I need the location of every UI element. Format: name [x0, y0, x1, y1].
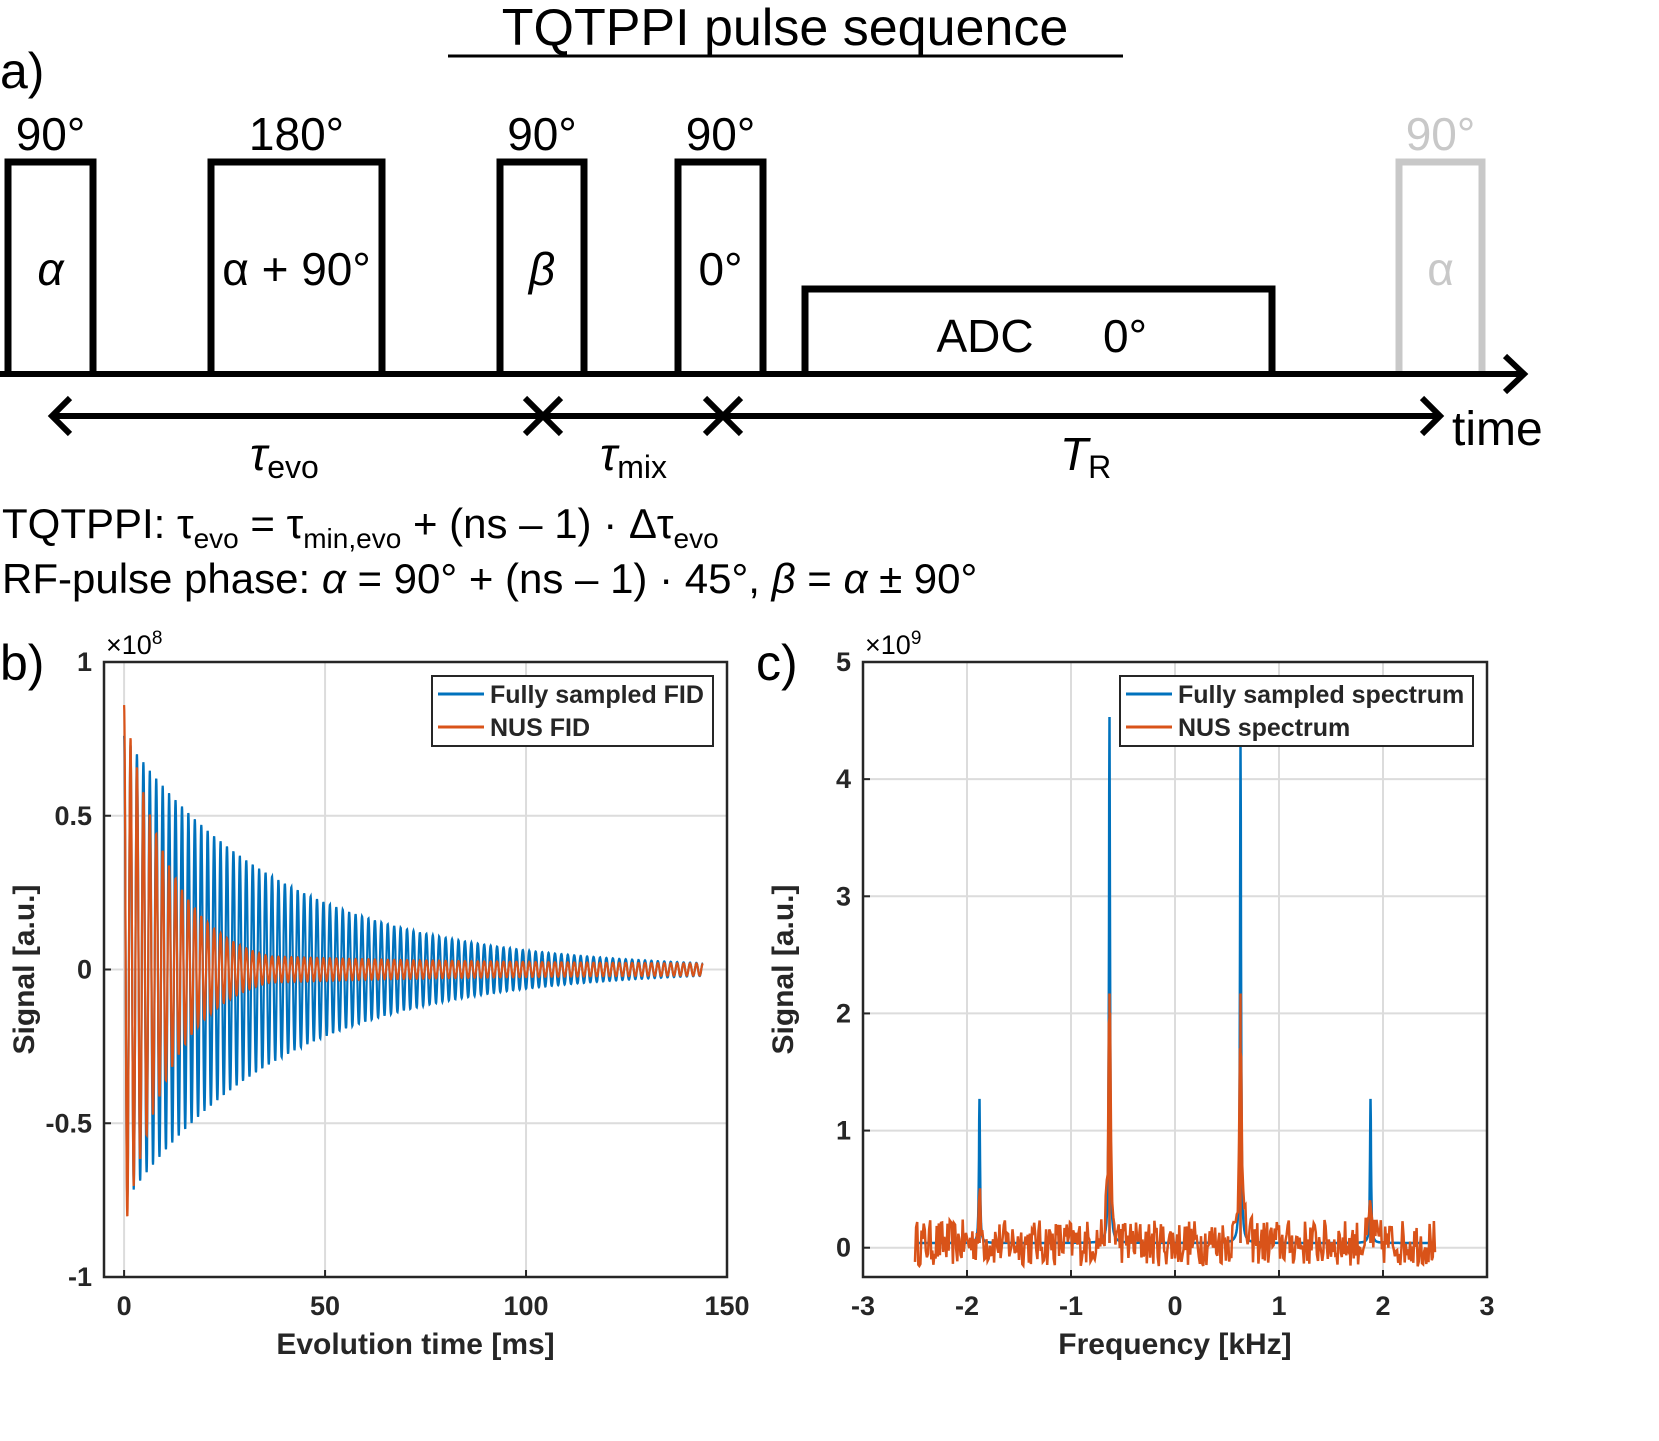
y-tick-label: 1: [77, 647, 92, 677]
exponent-power: 8: [152, 628, 163, 649]
adc-phase: 0°: [1103, 310, 1147, 362]
rf-pulse-1: [4, 158, 97, 374]
exponent-base: ×10: [865, 630, 911, 660]
rf-pulse-4: [674, 158, 767, 374]
axes-frame: [102, 660, 729, 1279]
y-tick-label: -1: [68, 1262, 92, 1292]
x-tick-label: 100: [504, 1291, 549, 1321]
x-tick-label: 3: [1479, 1291, 1494, 1321]
y-tick-label: 0.5: [54, 801, 92, 831]
axis-exponent: ×108: [106, 628, 162, 660]
y-tick-label: 5: [836, 647, 851, 677]
interval-separator-1: [522, 395, 564, 437]
interval-symbol: τ: [250, 428, 270, 480]
y-tick-label: 3: [836, 881, 851, 911]
panel-label-c: c): [756, 635, 798, 691]
y-tick-label: 0: [836, 1233, 851, 1263]
pulse-phase: α: [1427, 243, 1454, 295]
equation-tqtppi: TQTPPI: τevo = τmin,evo + (ns – 1) · Δτe…: [2, 500, 719, 554]
adc-label: ADC: [936, 310, 1033, 362]
x-tick-label: 0: [117, 1291, 132, 1321]
pulse-flip-angle: 90°: [1406, 108, 1476, 160]
pulse-flip-angle: 90°: [686, 108, 756, 160]
interval-subscript: R: [1088, 449, 1111, 485]
interval-subscript: evo: [267, 449, 319, 485]
arrowhead-right: [1419, 395, 1445, 437]
interval-label-evo: τevo: [250, 428, 319, 485]
rf-pulse-5: [1395, 158, 1486, 374]
series-line-nus-spectrum: [913, 993, 1437, 1269]
y-tick-label: 0: [77, 955, 92, 985]
x-axis-label: Evolution time [ms]: [276, 1328, 554, 1361]
legend-box: [1119, 675, 1474, 747]
equation-rf-phase: RF-pulse phase: α = 90° + (ns – 1) · 45°…: [2, 555, 977, 602]
x-tick-label: -1: [1059, 1291, 1083, 1321]
x-tick-label: -3: [851, 1291, 875, 1321]
pulse-phase: α + 90°: [222, 243, 371, 295]
exponent-base: ×10: [106, 630, 152, 660]
interval-subscript: mix: [617, 449, 667, 485]
adc-block: [801, 285, 1276, 374]
interval-separator-2: [702, 395, 744, 437]
y-tick-label: 2: [836, 998, 851, 1028]
panel-label-a: a): [0, 43, 44, 99]
series-line-nus-fid: [123, 705, 704, 1217]
pulse-flip-angle: 90°: [16, 108, 86, 160]
interval-label-mix: τmix: [600, 428, 667, 485]
y-axis-label: Signal [a.u.]: [8, 884, 41, 1054]
axes-frame: [861, 660, 1489, 1279]
interval-symbol: T: [1060, 428, 1091, 480]
y-tick-label: 1: [836, 1116, 851, 1146]
pulse-phase: β: [527, 243, 555, 295]
x-tick-label: 0: [1167, 1291, 1182, 1321]
chart-fid: 0 50 100 150 -1 -0.5 0 0.5 1 Evolution time [ms] S…: [8, 628, 750, 1361]
axis-exponent: ×109: [865, 628, 921, 660]
x-tick-label: 1: [1271, 1291, 1286, 1321]
legend-entry: NUS spectrum: [1178, 714, 1350, 742]
rf-pulse-2: [207, 158, 386, 374]
legend-entry: Fully sampled FID: [490, 681, 704, 709]
pulse-flip-angle: 180°: [249, 108, 344, 160]
interval-label-R: TR: [1060, 428, 1111, 485]
panel-label-b: b): [0, 635, 44, 691]
x-tick-label: 150: [704, 1291, 749, 1321]
interval-symbol: τ: [600, 428, 620, 480]
chart-spectrum: -3 -2 -1 0 1 2 3 0 1 2 3 4 5 Frequency [kHz] Signal [a…: [767, 628, 1495, 1361]
y-tick-label: -0.5: [45, 1108, 92, 1138]
pulse-phase: α: [37, 243, 65, 295]
x-tick-label: -2: [955, 1291, 979, 1321]
arrowhead-left: [47, 395, 73, 437]
time-label: time: [1452, 403, 1543, 456]
y-tick-label: 4: [836, 764, 851, 794]
time-axis-arrowhead: [1502, 353, 1529, 395]
pulse-phase: 0°: [699, 243, 743, 295]
figure-title: TQTPPI pulse sequence: [502, 0, 1069, 57]
series-line-fully-sampled-fid: [123, 735, 704, 1199]
rf-pulse-3: [496, 158, 588, 374]
legend-box: [431, 675, 714, 747]
x-tick-label: 2: [1375, 1291, 1390, 1321]
pulse-flip-angle: 90°: [507, 108, 577, 160]
x-tick-label: 50: [310, 1291, 340, 1321]
x-axis-label: Frequency [kHz]: [1058, 1328, 1291, 1361]
legend-entry: NUS FID: [490, 714, 590, 742]
legend-entry: Fully sampled spectrum: [1178, 681, 1464, 709]
exponent-power: 9: [911, 628, 922, 649]
y-axis-label: Signal [a.u.]: [767, 884, 800, 1054]
